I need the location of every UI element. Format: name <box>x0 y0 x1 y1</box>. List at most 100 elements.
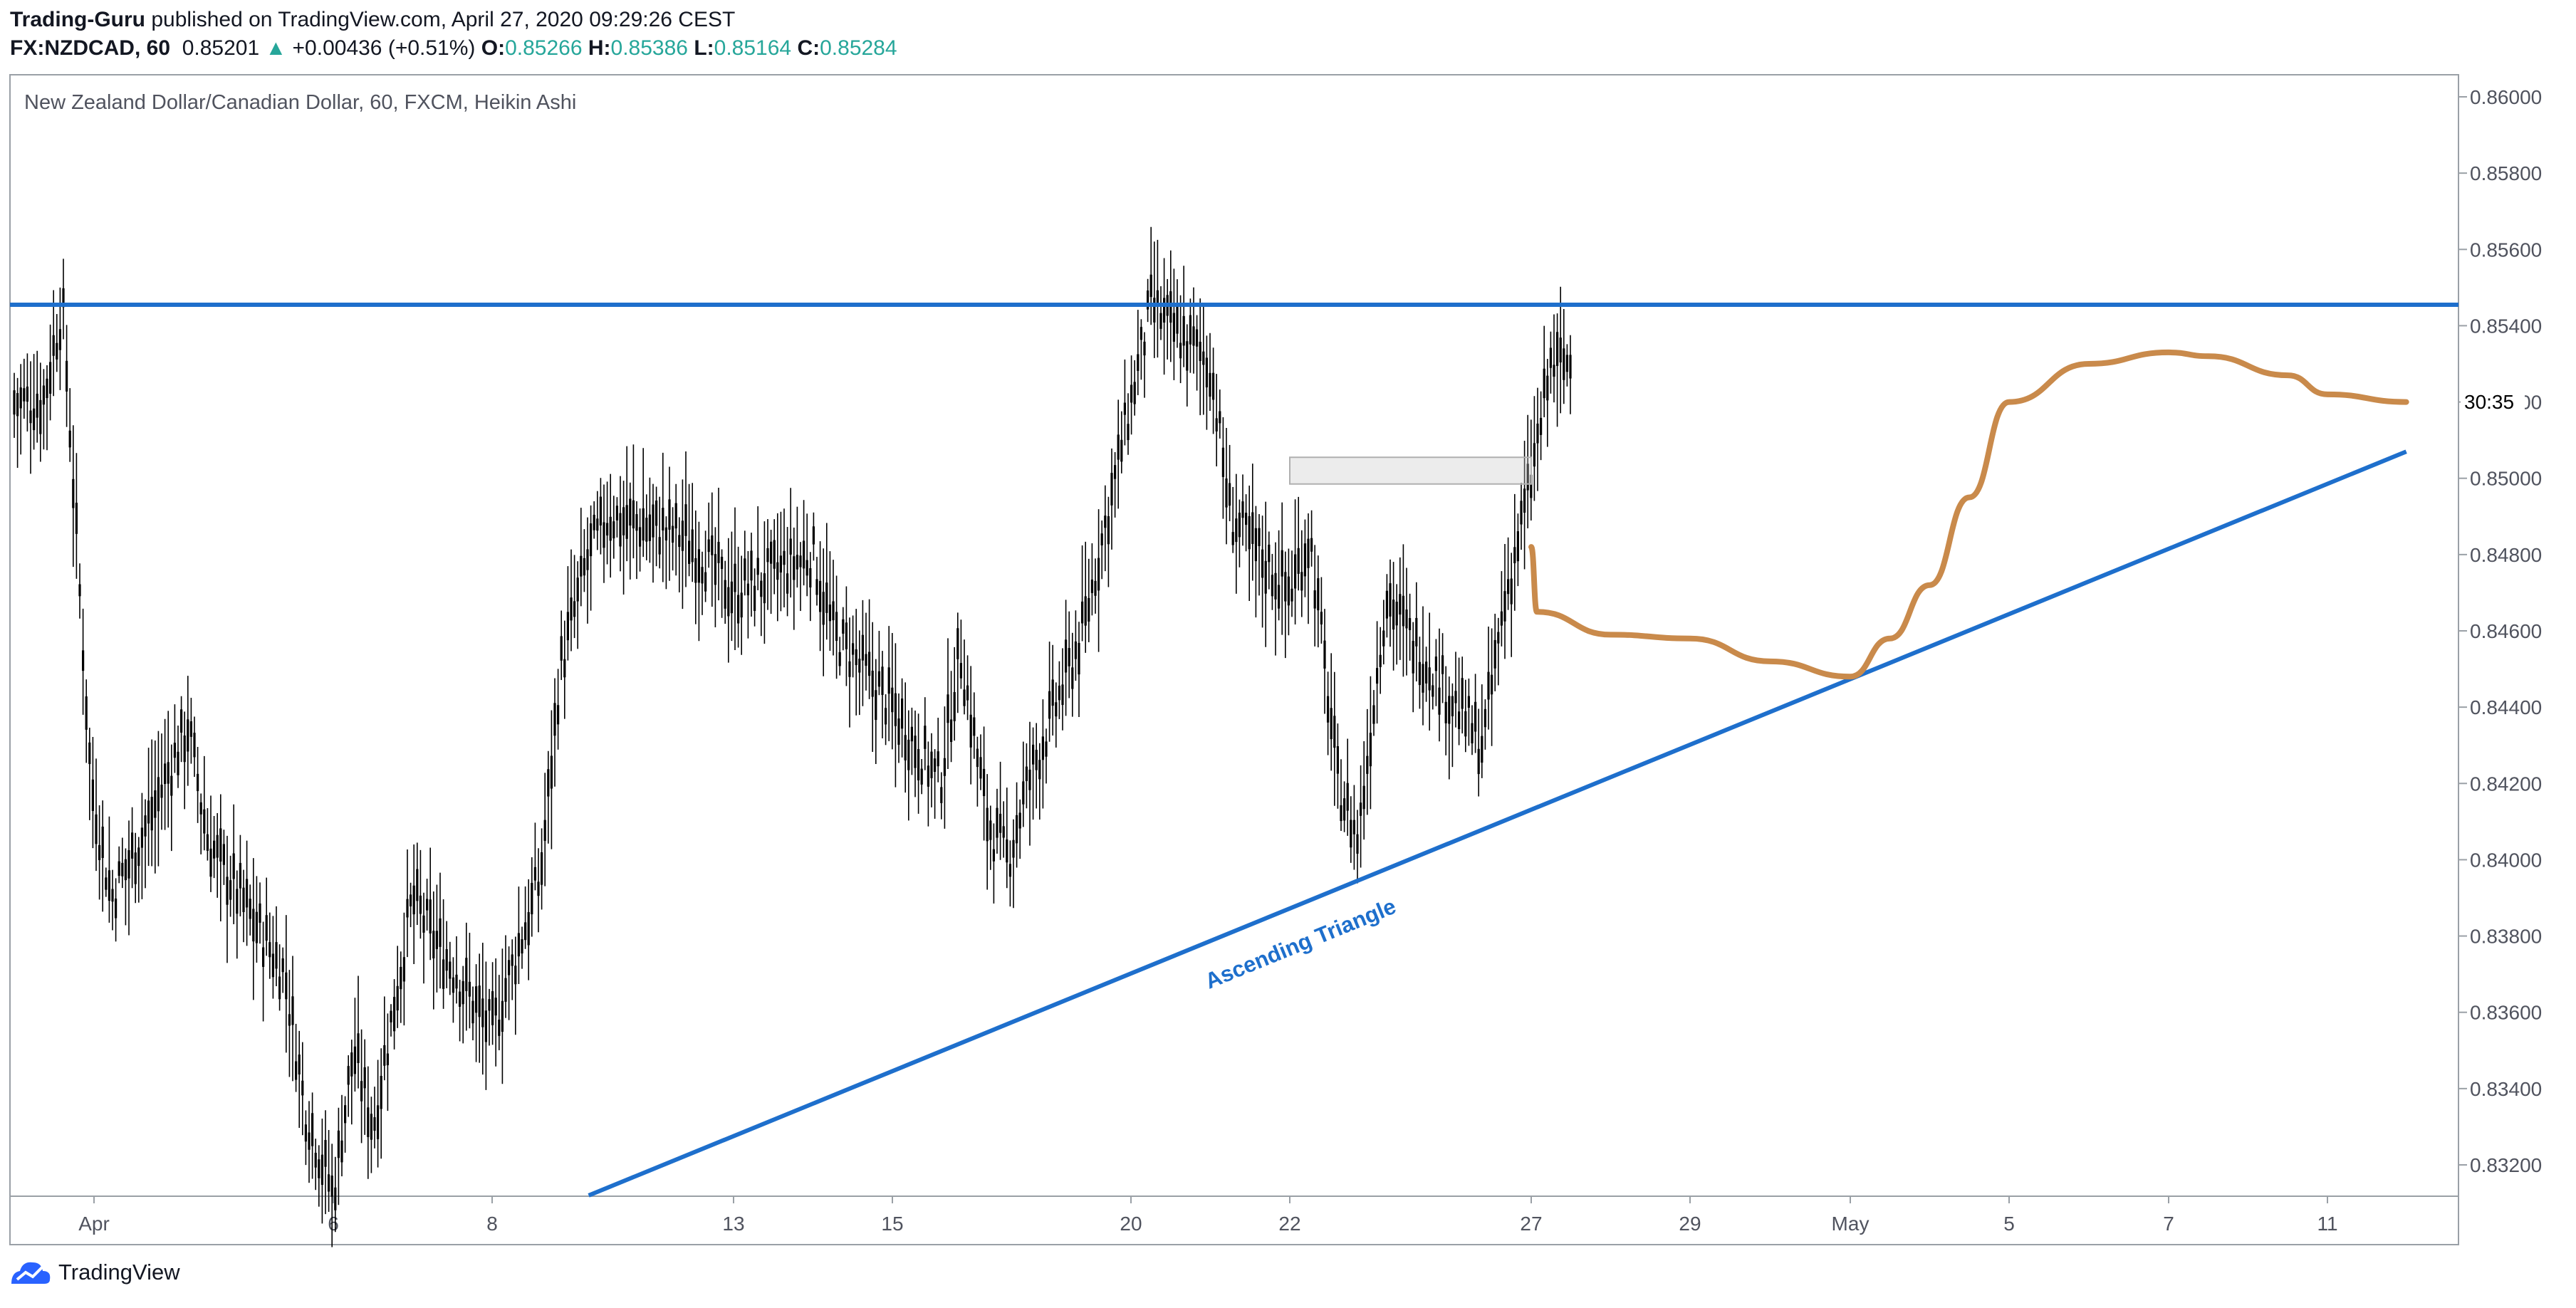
candle-body <box>1006 839 1008 863</box>
publish-line: Trading-Guru published on TradingView.co… <box>10 6 897 34</box>
candle-body <box>963 689 966 706</box>
candle-body <box>216 834 219 858</box>
candle-body <box>259 903 261 923</box>
candle-body <box>1563 348 1565 380</box>
candle-body <box>304 1124 307 1142</box>
candle-body <box>62 288 65 308</box>
candle-body <box>183 735 186 763</box>
candle-body <box>229 880 232 900</box>
candle-body <box>39 399 42 434</box>
candle-body <box>684 504 687 536</box>
candle-body <box>498 1020 501 1036</box>
candle-body <box>1536 423 1539 444</box>
candle-body <box>907 739 910 770</box>
candle-body <box>711 535 714 555</box>
time-tick-label: 7 <box>2163 1213 2174 1235</box>
chart-header: Trading-Guru published on TradingView.co… <box>10 6 897 63</box>
candle-body <box>252 909 255 942</box>
candle-body <box>501 1000 504 1032</box>
candle-body <box>350 1052 353 1077</box>
candle-body <box>1343 798 1346 821</box>
price-tick-label: 0.86000 <box>2470 86 2542 108</box>
candle-body <box>1559 338 1562 363</box>
candle-body <box>1530 474 1533 498</box>
candle-body <box>471 1000 474 1024</box>
candle-body <box>756 558 759 575</box>
candle-body <box>917 749 920 780</box>
candle-body <box>953 691 956 721</box>
candle-body <box>1425 661 1428 684</box>
candle-body <box>609 516 612 541</box>
candle-body <box>662 508 664 530</box>
candle-body <box>1179 342 1182 359</box>
tradingview-logo-icon[interactable] <box>9 1258 53 1287</box>
candle-body <box>1346 783 1349 811</box>
candle-body <box>344 1105 347 1124</box>
candle-body <box>78 584 81 597</box>
candle-body <box>390 1010 392 1022</box>
candle-body <box>1025 766 1028 781</box>
candle-body <box>1451 696 1454 716</box>
candle-body <box>553 703 556 736</box>
candle-body <box>462 980 464 1005</box>
candle-body <box>1399 594 1402 615</box>
candle-body <box>422 915 425 933</box>
candle-body <box>373 1117 376 1131</box>
candle-body <box>822 592 825 625</box>
candle-body <box>1487 671 1490 700</box>
candle-body <box>1330 708 1333 740</box>
candle-body <box>13 390 16 415</box>
candle-body <box>730 581 733 614</box>
candle-body <box>721 556 724 570</box>
candle-body <box>707 539 710 553</box>
candle-body <box>1500 611 1503 626</box>
candle-body <box>966 685 969 701</box>
candle-body <box>1307 538 1310 568</box>
candle-body <box>1100 533 1103 545</box>
candle-body <box>1317 578 1320 611</box>
candle-body <box>750 550 753 581</box>
candle-body <box>642 508 645 541</box>
open-label: O: <box>481 36 506 60</box>
candle-body <box>783 550 786 565</box>
candle-body <box>809 568 812 588</box>
candle-body <box>760 580 763 597</box>
candle-body <box>262 947 265 967</box>
price-tick-label: 0.85800 <box>2470 162 2542 184</box>
candle-body <box>419 895 422 914</box>
price-axis[interactable]: 0.860000.858000.856000.854000.852000.850… <box>2458 86 2542 1176</box>
candle-body <box>1268 544 1271 563</box>
time-axis[interactable]: Apr 6 8 13 15 20 22 27 29 May 5 7 11 <box>78 1196 2338 1235</box>
candle-body <box>363 1067 366 1089</box>
brand-name[interactable]: TradingView <box>58 1260 180 1285</box>
candle-body <box>1556 332 1559 366</box>
author-name[interactable]: Trading-Guru <box>10 8 145 31</box>
candle-body <box>1147 291 1149 310</box>
candle-body <box>828 605 831 622</box>
candle-body <box>1313 590 1316 609</box>
candle-body <box>406 899 409 918</box>
price-tick-label: 0.83200 <box>2470 1154 2542 1176</box>
candle-body <box>199 802 202 815</box>
candle-body <box>147 800 150 824</box>
candle-body <box>101 826 104 858</box>
candle-body <box>1360 802 1362 816</box>
candle-body <box>992 849 995 862</box>
candle-body <box>249 899 251 919</box>
open-value: 0.85266 <box>505 36 583 60</box>
candle-body <box>1107 516 1110 545</box>
candle-body <box>26 386 28 402</box>
time-tick-label: 20 <box>1120 1213 1142 1235</box>
candle-body <box>563 659 566 678</box>
candle-body <box>1081 601 1084 624</box>
candle-body <box>222 844 225 865</box>
candle-body <box>658 537 661 555</box>
candle-body <box>1156 290 1159 306</box>
candle-body <box>973 717 976 736</box>
candle-body <box>1428 667 1431 691</box>
candle-body <box>1088 597 1090 622</box>
candle-body <box>1395 602 1398 626</box>
candle-body <box>189 721 192 737</box>
candle-body <box>1258 528 1261 546</box>
